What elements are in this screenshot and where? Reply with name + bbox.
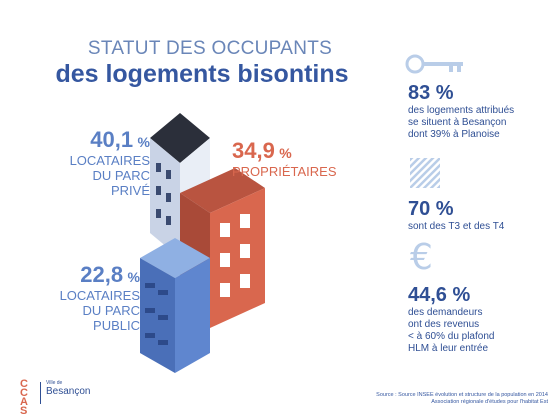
- stat-owners-label1: PROPRIÉTAIRES: [232, 164, 337, 179]
- ccas-logo-text: CCAS: [20, 378, 29, 417]
- title-line-1: STATUT DES OCCUPANTS: [87, 38, 333, 59]
- fact-3-line1: des demandeurs: [408, 307, 483, 318]
- stat-public: 22,8 % LOCATAIRES DU PARC PUBLIC: [30, 262, 140, 333]
- euro-icon: €: [410, 237, 433, 278]
- stat-public-label3: PUBLIC: [93, 318, 140, 333]
- fact-3-line4: HLM à leur entrée: [408, 343, 489, 354]
- buildings-illustration: [140, 113, 265, 373]
- stat-public-label1: LOCATAIRES: [59, 288, 140, 303]
- fact-3-line2: ont des revenus: [408, 319, 480, 330]
- fact-1-value: 83 %: [408, 82, 454, 104]
- stat-private-label2: DU PARC: [92, 168, 150, 183]
- footer-divider: [40, 382, 41, 404]
- source-line2: Association régionale d'études pour l'ha…: [431, 399, 548, 405]
- fact-2-line1: sont des T3 et des T4: [408, 221, 505, 232]
- city-small: Ville de: [46, 380, 63, 386]
- city-name: Besançon: [46, 386, 91, 397]
- stat-private-label3: PRIVÉ: [110, 183, 150, 198]
- fact-1: 83 % des logements attribués se situent …: [408, 82, 548, 141]
- stat-owners-unit: %: [279, 145, 292, 161]
- stat-public-unit: %: [127, 269, 140, 285]
- source-line1: Source : Source INSEE évolution et struc…: [376, 392, 548, 398]
- building-owner-top: [180, 168, 265, 213]
- stat-owners: 34,9 % PROPRIÉTAIRES: [232, 138, 352, 179]
- title-line-2: des logements bisontins: [55, 60, 349, 88]
- building-public-left: [140, 258, 175, 373]
- stat-owners-value: 34,9: [232, 138, 275, 163]
- ccas-logo: CCAS: [20, 378, 34, 417]
- stat-private-unit: %: [137, 134, 150, 150]
- fact-1-line2: se situent à Besançon: [408, 117, 507, 128]
- fact-3: 44,6 % des demandeurs ont des revenus < …: [408, 284, 548, 355]
- stat-private-label1: LOCATAIRES: [69, 153, 150, 168]
- fact-1-line1: des logements attribués: [408, 105, 515, 116]
- stat-public-value: 22,8: [80, 262, 124, 287]
- fact-2-value: 70 %: [408, 198, 454, 220]
- city-logo: Ville de Besançon: [46, 380, 90, 397]
- fact-3-value: 44,6 %: [408, 284, 471, 306]
- fact-3-line3: < à 60% du plafond: [408, 331, 495, 342]
- source-note: Source : Source INSEE évolution et struc…: [300, 392, 548, 406]
- building-public-right: [175, 258, 210, 373]
- stat-public-label2: DU PARC: [82, 303, 140, 318]
- key-icon: [405, 54, 463, 74]
- stat-private-value: 40,1: [90, 127, 134, 152]
- hatched-square-icon: [410, 158, 440, 188]
- stat-private: 40,1 % LOCATAIRES DU PARC PRIVÉ: [40, 127, 150, 198]
- fact-1-line3: dont 39% à Planoise: [408, 129, 500, 140]
- fact-2: 70 % sont des T3 et des T4: [408, 198, 548, 233]
